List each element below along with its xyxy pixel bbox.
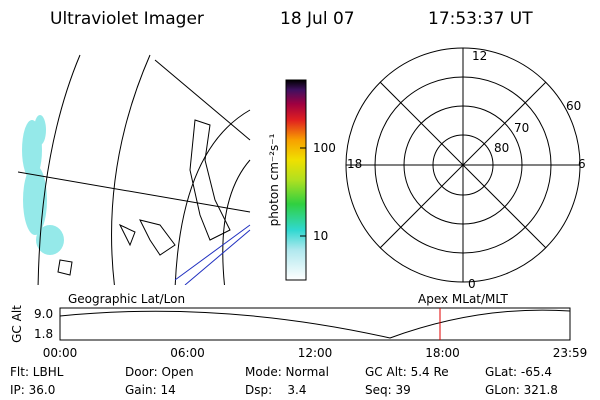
polar-grid <box>345 47 581 283</box>
colorbar-label: photon cm⁻²s⁻¹ <box>267 133 281 226</box>
status-field: GC Alt: 5.4 Re <box>365 365 449 379</box>
orbit-x-tick-label: 18:00 <box>425 346 460 360</box>
status-field: Dsp: 3.4 <box>245 383 307 397</box>
hour-label: 0 <box>468 277 476 291</box>
map <box>18 54 251 285</box>
date: 18 Jul 07 <box>280 9 355 29</box>
time: 17:53:37 UT <box>428 9 533 29</box>
lat-label: 70 <box>514 121 529 135</box>
orbit-curve <box>59 309 571 339</box>
orbit-y-tick-label: 1.8 <box>34 327 53 341</box>
status-field: IP: 36.0 <box>10 383 55 397</box>
orbit-x-tick-label: 00:00 <box>43 346 78 360</box>
colorbar <box>285 79 307 281</box>
hour-label: 12 <box>472 49 487 63</box>
orbit-axis-label: GC Alt <box>10 305 24 343</box>
orbit-y-tick-label: 9.0 <box>34 307 53 321</box>
orbit-x-tick-label: 23:59 <box>553 346 588 360</box>
lat-label: 80 <box>494 141 509 155</box>
orbit-panel <box>59 307 571 341</box>
title: Ultraviolet Imager <box>50 9 204 29</box>
orbit-x-tick-label: 12:00 <box>298 346 333 360</box>
lat-label: 60 <box>566 99 581 113</box>
colorbar-tick-label: 10 <box>313 229 328 243</box>
status-field: GLon: 321.8 <box>485 383 558 397</box>
orbit-right-label: Apex MLat/MLT <box>418 292 508 306</box>
hour-label: 6 <box>578 157 586 171</box>
status-field: Flt: LBHL <box>10 365 64 379</box>
colorbar-tick-label: 100 <box>313 141 336 155</box>
status-field: GLat: -65.4 <box>485 365 552 379</box>
status-field: Gain: 14 <box>125 383 176 397</box>
status-field: Door: Open <box>125 365 194 379</box>
orbit-left-label: Geographic Lat/Lon <box>68 292 185 306</box>
hour-label: 18 <box>347 157 362 171</box>
orbit-x-tick-label: 06:00 <box>170 346 205 360</box>
status-field: Seq: 39 <box>365 383 411 397</box>
status-field: Mode: Normal <box>245 365 329 379</box>
